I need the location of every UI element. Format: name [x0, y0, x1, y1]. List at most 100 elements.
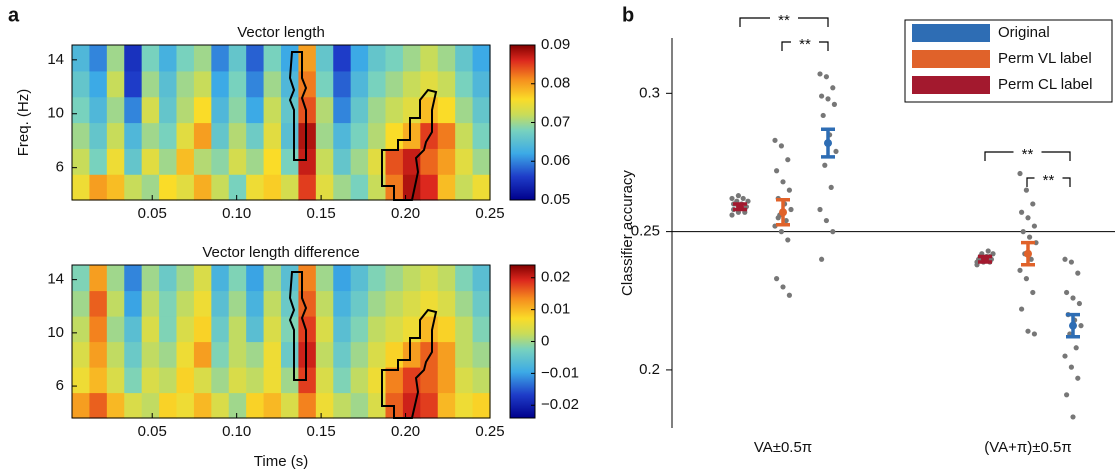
- heat-cell: [455, 96, 474, 124]
- data-point: [1025, 215, 1031, 221]
- heat-cell: [298, 174, 317, 201]
- heat-cell: [455, 174, 474, 201]
- data-point: [775, 215, 781, 221]
- heat-cell: [193, 70, 212, 98]
- heat-cell: [141, 174, 160, 201]
- heat-cell: [176, 122, 195, 149]
- heat-cell: [159, 174, 178, 201]
- colorbar-tick-label: 0.06: [541, 152, 570, 169]
- heat-cell: [228, 367, 247, 394]
- heat-cell: [246, 367, 265, 394]
- data-point: [985, 248, 991, 254]
- data-point: [1068, 364, 1074, 370]
- heat-cell: [246, 122, 265, 149]
- heat-cell: [124, 122, 143, 149]
- x-tick-label: (VA+π)±0.5π: [984, 439, 1071, 456]
- heat-cell: [159, 70, 178, 98]
- heat-cell: [124, 148, 143, 175]
- heat-cell: [72, 367, 91, 394]
- heat-cell: [385, 265, 404, 292]
- heat-cell: [385, 341, 404, 368]
- data-point: [774, 168, 780, 174]
- heat-cell: [193, 174, 212, 201]
- heat-cell: [141, 265, 160, 292]
- heat-cell: [228, 148, 247, 175]
- heat-cell: [246, 316, 265, 343]
- heat-cell: [159, 45, 178, 72]
- data-point: [830, 85, 836, 91]
- data-point: [786, 292, 793, 298]
- heat-cell: [350, 290, 369, 317]
- heat-cell: [472, 96, 491, 124]
- plot-frame: [71, 264, 491, 419]
- heat-cell: [211, 290, 230, 317]
- heat-cell: [385, 122, 404, 149]
- heat-cell: [298, 341, 317, 368]
- heat-cell: [211, 45, 230, 72]
- heat-cell: [472, 45, 491, 72]
- heat-cell: [193, 148, 212, 175]
- significance-bracket: [781, 41, 829, 51]
- heat-cell: [333, 96, 352, 124]
- data-point: [1070, 414, 1076, 420]
- heat-cell: [159, 96, 178, 124]
- data-point: [1030, 201, 1036, 207]
- heat-cell: [333, 341, 352, 368]
- heat-cell: [246, 96, 265, 124]
- x-tick-label: 0.25: [475, 205, 504, 222]
- data-point: [831, 101, 838, 107]
- cluster-contour: [288, 51, 308, 161]
- colorbar-tick-label: 0.05: [541, 191, 570, 208]
- heat-cell: [298, 148, 317, 175]
- heat-cell: [385, 45, 404, 72]
- heat-cell: [89, 148, 108, 175]
- data-point: [785, 157, 791, 163]
- heat-cell: [246, 148, 265, 175]
- heat-cell: [72, 70, 91, 98]
- heat-cell: [72, 122, 91, 149]
- heat-cell: [89, 174, 108, 201]
- data-point: [825, 96, 831, 102]
- heat-cell: [228, 45, 247, 72]
- heat-cell: [246, 265, 265, 292]
- data-point: [1078, 323, 1084, 329]
- heat-cell: [211, 392, 230, 419]
- heat-cell: [455, 70, 474, 98]
- significance-bracket: [739, 17, 829, 27]
- heat-cell: [281, 122, 300, 149]
- heat-cell: [437, 316, 456, 343]
- heat-cell: [246, 174, 265, 201]
- data-point: [1031, 223, 1037, 229]
- x-tick-label: 0.05: [138, 423, 167, 440]
- legend-swatch: [912, 50, 990, 68]
- data-point: [1064, 289, 1070, 296]
- heat-cell: [350, 45, 369, 72]
- data-point: [1027, 234, 1033, 240]
- heat-cell: [385, 367, 404, 394]
- heat-cell: [472, 367, 491, 394]
- heat-cell: [368, 265, 387, 292]
- significance-label: **: [799, 36, 811, 53]
- heat-cell: [193, 392, 212, 419]
- heat-cell: [89, 122, 108, 149]
- heat-cell: [159, 341, 178, 368]
- data-point: [1017, 170, 1023, 177]
- heat-cell: [193, 96, 212, 124]
- x-axis-label: Time (s): [254, 453, 308, 470]
- heat-cell: [159, 122, 178, 149]
- colorbar-tick-label: 0: [541, 332, 549, 349]
- heat-cell: [350, 148, 369, 175]
- heat-cell: [472, 341, 491, 368]
- legend-label: Perm VL label: [998, 50, 1092, 67]
- x-tick-label: 0.25: [475, 423, 504, 440]
- heat-cell: [437, 265, 456, 292]
- heat-cell: [420, 316, 439, 343]
- heat-cell: [159, 392, 178, 419]
- heat-cell: [298, 316, 317, 343]
- heat-cell: [106, 70, 125, 98]
- heat-cell: [72, 316, 91, 343]
- x-tick-label: 0.10: [222, 423, 251, 440]
- heat-cell: [315, 290, 334, 317]
- heat-cell: [263, 70, 282, 98]
- colorbar-tick-label: −0.02: [541, 396, 579, 413]
